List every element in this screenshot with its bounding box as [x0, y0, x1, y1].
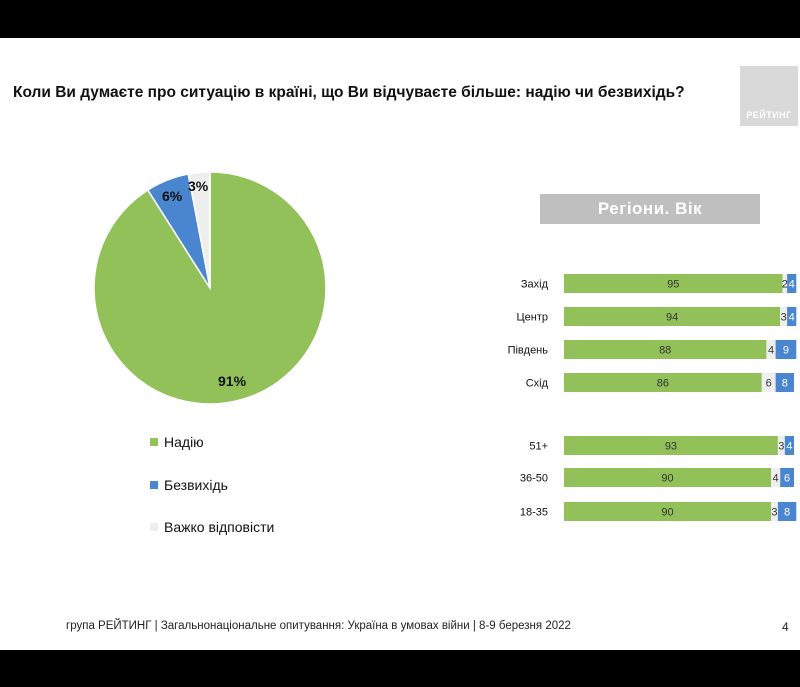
footer-source: група РЕЙТИНГ | Загальнонаціональне опит… [66, 620, 571, 632]
bar-value-label: 4 [773, 473, 779, 485]
bar-segment-hard [766, 340, 776, 359]
bar-category-label: Південь [508, 345, 549, 357]
chart-title: Коли Ви думаєте про ситуацію в країні, щ… [13, 84, 685, 101]
bar-value-label: 3 [778, 441, 784, 453]
legend-label-hard: Важко відповісти [164, 519, 275, 535]
logo-text: РЕЙТИНГ [746, 110, 792, 120]
bar-value-label: 94 [666, 312, 678, 324]
pie-label-despair: 6% [162, 188, 183, 204]
bar-value-label: 9 [783, 345, 789, 357]
bar-category-label: Захід [521, 279, 549, 291]
bar-category-label: Схід [526, 378, 549, 390]
bar-segment-hope [564, 373, 762, 392]
legend-label-despair: Безвихідь [164, 477, 228, 493]
pie-chart [93, 171, 327, 405]
bar-value-label: 90 [661, 507, 673, 519]
bar-segment-despair [787, 307, 797, 326]
bar-category-label: 51+ [529, 441, 548, 453]
slide: Коли Ви думаєте про ситуацію в країні, щ… [0, 38, 800, 650]
bar-value-label: 4 [789, 312, 795, 324]
bar-segment-despair [775, 373, 794, 392]
bar-value-label: 8 [784, 507, 790, 519]
legend-swatch-despair [150, 481, 158, 489]
bar-category-label: Центр [517, 312, 549, 324]
bar-segment-despair [777, 502, 797, 521]
bar-value-label: 90 [661, 473, 673, 485]
legend-label-hope: Надію [164, 434, 204, 450]
legend-swatch-hope [150, 438, 158, 446]
bar-value-label: 6 [766, 378, 772, 390]
bar-value-label: 88 [659, 345, 671, 357]
legend-swatch-hard [150, 523, 158, 531]
bar-segment-hard [780, 307, 788, 326]
bar-value-label: 4 [768, 345, 774, 357]
bar-value-label: 86 [657, 378, 669, 390]
bar-segment-despair [780, 468, 794, 487]
section-banner: Регіони. Вік [540, 194, 760, 224]
pie-label-hope: 91% [218, 373, 247, 389]
banner-label: Регіони. Вік [597, 199, 703, 218]
pie-slice-hard [187, 171, 211, 289]
bar-segment-hard [782, 274, 788, 293]
bar-segment-hard [771, 468, 781, 487]
bar-value-label: 6 [784, 473, 790, 485]
pie-label-hard: 3% [188, 178, 209, 194]
bar-segment-hope [564, 307, 781, 326]
bar-segment-hope [564, 274, 783, 293]
bar-category-label: 18-35 [520, 507, 548, 519]
bar-segment-hard [771, 502, 778, 521]
bar-value-label: 4 [786, 441, 792, 453]
bar-value-label: 3 [781, 312, 787, 324]
bar-segment-despair [784, 436, 794, 455]
page-number: 4 [782, 620, 789, 634]
bar-segment-hard [761, 373, 776, 392]
legend-item-hope: Надію [150, 434, 204, 450]
legend-item-hard: Важко відповісти [150, 519, 274, 535]
bar-category-label: 36-50 [520, 473, 548, 485]
bar-segment-despair [775, 340, 797, 359]
rating-logo: РЕЙТИНГ [740, 66, 798, 126]
bar-value-label: 8 [782, 378, 788, 390]
bar-value-label: 93 [665, 441, 677, 453]
bar-value-label: 2 [782, 279, 788, 291]
bar-segment-hard [777, 436, 785, 455]
bar-value-label: 95 [667, 279, 679, 291]
bar-segment-hope [564, 502, 771, 521]
bar-value-label: 3 [771, 507, 777, 519]
legend-item-despair: Безвихідь [150, 477, 228, 493]
bar-value-label: 4 [789, 279, 795, 291]
bar-segment-hope [564, 468, 771, 487]
bar-segment-hope [564, 340, 767, 359]
bar-segment-despair [787, 274, 797, 293]
bar-segment-hope [564, 436, 778, 455]
